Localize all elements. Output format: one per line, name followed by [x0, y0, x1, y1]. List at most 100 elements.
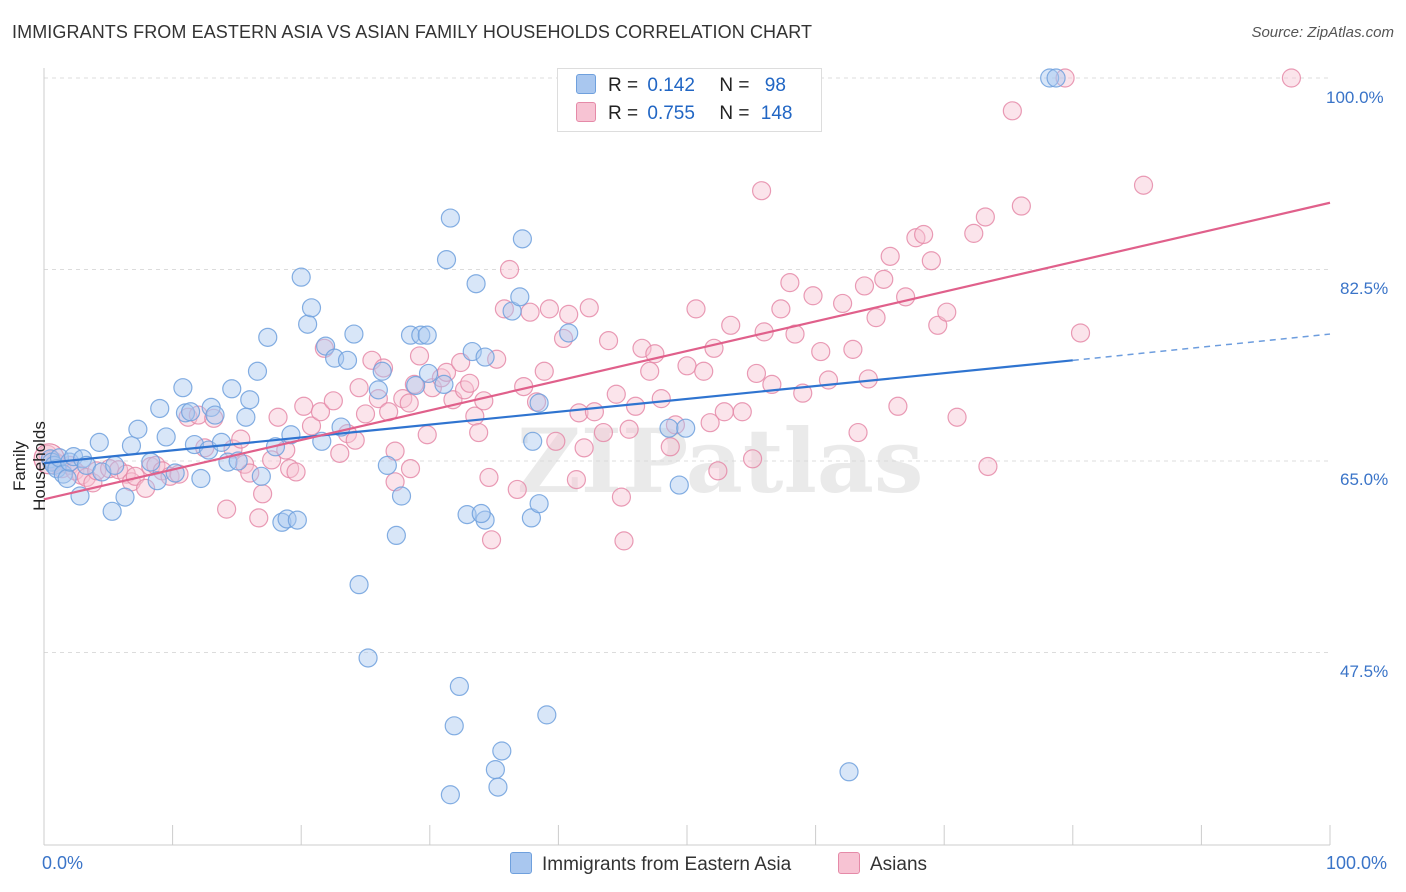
data-point	[231, 429, 251, 449]
data-point	[474, 391, 494, 411]
trend-lines	[43, 201, 1331, 501]
data-point	[191, 468, 211, 489]
data-point	[268, 407, 288, 427]
data-point	[803, 286, 823, 306]
data-point	[1046, 68, 1066, 88]
data-point	[494, 299, 514, 319]
data-point	[546, 431, 566, 451]
data-point	[704, 338, 724, 358]
bottom-legend-swatch-blue	[510, 852, 532, 874]
chart-source: Source: ZipAtlas.com	[1251, 24, 1394, 41]
data-point	[839, 762, 859, 782]
data-point	[593, 422, 614, 443]
legend-swatch-pink	[576, 102, 596, 122]
data-point	[240, 463, 260, 483]
bottom-legend-label: Asians	[870, 854, 928, 875]
legend-r-label: R =	[608, 75, 639, 96]
legend-n-label: N =	[719, 103, 750, 124]
data-point	[150, 398, 170, 419]
data-point	[386, 525, 406, 546]
data-point	[147, 471, 167, 491]
data-point	[135, 478, 156, 498]
bottom-legend-label: Immigrants from Eastern Asia	[542, 854, 792, 875]
data-point	[222, 379, 242, 399]
data-point	[1002, 101, 1022, 121]
data-point	[436, 250, 457, 270]
data-point	[102, 501, 122, 521]
data-point	[417, 425, 437, 445]
data-point	[874, 269, 894, 289]
data-point	[732, 402, 752, 422]
legend-r-label: R =	[608, 103, 639, 124]
data-point	[964, 223, 984, 243]
data-point	[751, 181, 772, 201]
data-point	[499, 259, 520, 280]
data-point	[301, 298, 322, 318]
data-point	[57, 468, 77, 489]
data-point	[669, 475, 689, 495]
data-point	[598, 331, 619, 351]
data-point	[240, 390, 260, 410]
data-point	[409, 346, 430, 366]
data-point	[880, 246, 900, 266]
x-tick-label-max: 100.0%	[1326, 853, 1388, 873]
data-point	[914, 224, 934, 245]
data-point	[700, 413, 720, 433]
trend-line-eastern-asia	[43, 359, 1073, 465]
data-point	[411, 325, 431, 345]
data-point	[277, 509, 297, 529]
y-tick-label-47-5: 47.5%	[1340, 662, 1389, 681]
data-point	[676, 418, 696, 438]
data-point	[286, 462, 306, 482]
data-point	[475, 347, 495, 367]
legend-row-pink: R = 0.755 N = 148	[576, 102, 792, 126]
y-axis-title: Family Households	[10, 421, 49, 511]
asians-points	[33, 68, 1302, 551]
legend-row-blue: R = 0.142 N = 98	[576, 74, 786, 98]
data-point	[906, 228, 926, 248]
data-point	[928, 315, 948, 335]
data-point	[291, 267, 311, 287]
data-point	[584, 402, 605, 422]
chart-title: IMMIGRANTS FROM EASTERN ASIA VS ASIAN FA…	[12, 22, 813, 42]
data-point	[553, 328, 574, 349]
data-point	[344, 324, 364, 344]
data-point	[487, 349, 507, 369]
legend-swatch-blue	[576, 74, 596, 94]
data-point	[780, 273, 800, 293]
data-point	[418, 363, 439, 384]
data-point	[337, 350, 358, 370]
data-point	[606, 384, 626, 404]
data-point	[440, 208, 460, 228]
data-point	[534, 361, 554, 381]
data-point	[625, 396, 646, 416]
data-point	[330, 443, 350, 463]
data-point	[391, 486, 412, 506]
data-point	[434, 374, 454, 394]
trend-line-eastern-asia-extension	[1072, 333, 1331, 362]
data-point	[417, 325, 437, 345]
data-point	[247, 361, 268, 381]
eastern-asia-points	[40, 68, 1066, 805]
data-point	[485, 759, 505, 780]
data-point	[385, 472, 405, 492]
data-point	[659, 418, 679, 438]
data-point	[947, 407, 967, 427]
data-point	[377, 455, 397, 475]
data-point	[1011, 196, 1031, 216]
data-point	[611, 487, 632, 507]
data-point	[742, 449, 763, 469]
data-point	[888, 396, 908, 416]
data-point	[181, 402, 201, 422]
data-point	[492, 741, 512, 761]
data-point	[537, 705, 557, 725]
data-point	[141, 452, 161, 472]
data-point	[574, 438, 594, 458]
data-point	[510, 287, 530, 307]
data-point	[479, 467, 499, 488]
data-point	[444, 716, 464, 736]
legend: R = 0.142 N = 98 R = 0.755 N = 148	[557, 68, 822, 132]
data-point	[651, 389, 671, 409]
data-point	[251, 466, 271, 486]
data-point	[523, 431, 543, 451]
